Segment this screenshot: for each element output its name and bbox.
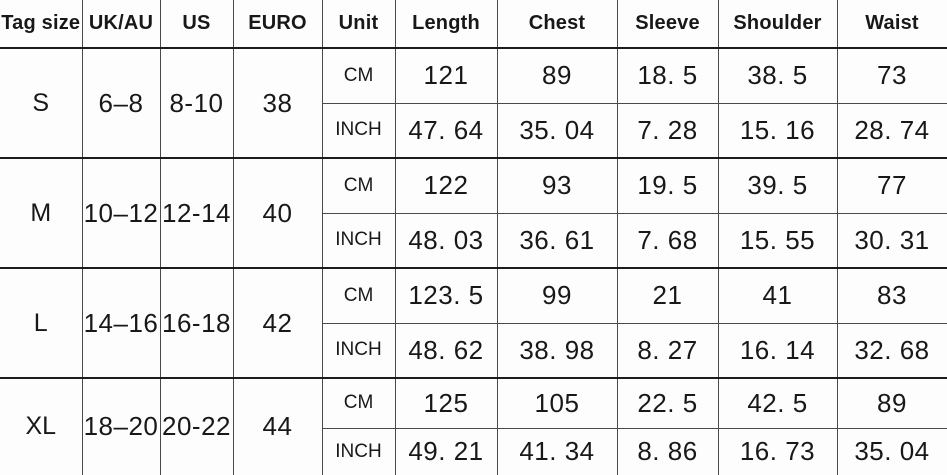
sleeve-inch-cell: 8. 86	[616, 427, 719, 475]
unit-cell-inch: INCH	[321, 102, 396, 159]
chest-cm-cell: 93	[496, 157, 618, 214]
size-cell-m: M	[0, 157, 83, 269]
length-cm-cell: 121	[394, 47, 498, 104]
waist-inch-cell: 30. 31	[836, 212, 947, 269]
waist-cm-cell: 83	[836, 267, 947, 324]
length-cm-cell: 125	[394, 377, 498, 429]
length-cm-cell: 123. 5	[394, 267, 498, 324]
euro-cell: 38	[232, 47, 323, 159]
length-cm-cell: 122	[394, 157, 498, 214]
chest-inch-cell: 41. 34	[496, 427, 618, 475]
header-waist: Waist	[836, 0, 947, 49]
chest-cm-cell: 89	[496, 47, 618, 104]
shoulder-cm-cell: 39. 5	[717, 157, 838, 214]
size-cell-xl: XL	[0, 377, 83, 475]
waist-cm-cell: 89	[836, 377, 947, 429]
chest-inch-cell: 38. 98	[496, 322, 618, 379]
length-inch-cell: 47. 64	[394, 102, 498, 159]
unit-cell-cm: CM	[321, 47, 396, 104]
shoulder-inch-cell: 16. 73	[717, 427, 838, 475]
shoulder-inch-cell: 15. 16	[717, 102, 838, 159]
sleeve-inch-cell: 8. 27	[616, 322, 719, 379]
table-row-xl-inch: INCH 49. 21 41. 34 8. 86 16. 73 35. 04	[0, 427, 947, 475]
chest-cm-cell: 99	[496, 267, 618, 324]
us-cell: 8-10	[159, 47, 234, 159]
ukau-cell: 18–20	[81, 377, 161, 475]
sleeve-cm-cell: 22. 5	[616, 377, 719, 429]
table-row-s-cm: S 6–8 8-10 38 CM 121 89 18. 5 38. 5 73	[0, 47, 947, 159]
unit-cell-cm: CM	[321, 377, 396, 429]
length-inch-cell: 48. 03	[394, 212, 498, 269]
length-inch-cell: 48. 62	[394, 322, 498, 379]
table-row-s-inch: INCH 47. 64 35. 04 7. 28 15. 16 28. 74	[0, 102, 947, 159]
unit-cell-inch: INCH	[321, 212, 396, 269]
header-shoulder: Shoulder	[717, 0, 838, 49]
unit-cell-inch: INCH	[321, 322, 396, 379]
waist-cm-cell: 73	[836, 47, 947, 104]
shoulder-cm-cell: 38. 5	[717, 47, 838, 104]
unit-cell-cm: CM	[321, 157, 396, 214]
header-uk-au: UK/AU	[81, 0, 161, 49]
sleeve-inch-cell: 7. 68	[616, 212, 719, 269]
sleeve-cm-cell: 21	[616, 267, 719, 324]
sleeve-inch-cell: 7. 28	[616, 102, 719, 159]
header-sleeve: Sleeve	[616, 0, 719, 49]
unit-cell-inch: INCH	[321, 427, 396, 475]
shoulder-inch-cell: 15. 55	[717, 212, 838, 269]
table-row-xl-cm: XL 18–20 20-22 44 CM 125 105 22. 5 42. 5…	[0, 377, 947, 475]
us-cell: 20-22	[159, 377, 234, 475]
header-chest: Chest	[496, 0, 618, 49]
ukau-cell: 14–16	[81, 267, 161, 379]
header-unit: Unit	[321, 0, 396, 49]
ukau-cell: 6–8	[81, 47, 161, 159]
header-us: US	[159, 0, 234, 49]
euro-cell: 42	[232, 267, 323, 379]
header-length: Length	[394, 0, 498, 49]
table-row-l-inch: INCH 48. 62 38. 98 8. 27 16. 14 32. 68	[0, 322, 947, 379]
length-inch-cell: 49. 21	[394, 427, 498, 475]
waist-inch-cell: 28. 74	[836, 102, 947, 159]
chest-inch-cell: 36. 61	[496, 212, 618, 269]
us-cell: 16-18	[159, 267, 234, 379]
waist-inch-cell: 32. 68	[836, 322, 947, 379]
waist-inch-cell: 35. 04	[836, 427, 947, 475]
sleeve-cm-cell: 18. 5	[616, 47, 719, 104]
shoulder-cm-cell: 42. 5	[717, 377, 838, 429]
chest-inch-cell: 35. 04	[496, 102, 618, 159]
shoulder-inch-cell: 16. 14	[717, 322, 838, 379]
euro-cell: 44	[232, 377, 323, 475]
table-row-m-inch: INCH 48. 03 36. 61 7. 68 15. 55 30. 31	[0, 212, 947, 269]
chest-cm-cell: 105	[496, 377, 618, 429]
header-tag-size: Tag size	[0, 0, 83, 49]
waist-cm-cell: 77	[836, 157, 947, 214]
shoulder-cm-cell: 41	[717, 267, 838, 324]
size-cell-l: L	[0, 267, 83, 379]
header-euro: EURO	[232, 0, 323, 49]
table-row-m-cm: M 10–12 12-14 40 CM 122 93 19. 5 39. 5 7…	[0, 157, 947, 269]
euro-cell: 40	[232, 157, 323, 269]
ukau-cell: 10–12	[81, 157, 161, 269]
unit-cell-cm: CM	[321, 267, 396, 324]
header-row: Tag size UK/AU US EURO Unit Length Chest…	[0, 0, 947, 49]
table-row-l-cm: L 14–16 16-18 42 CM 123. 5 99 21 41 83	[0, 267, 947, 379]
sleeve-cm-cell: 19. 5	[616, 157, 719, 214]
size-cell-s: S	[0, 47, 83, 159]
us-cell: 12-14	[159, 157, 234, 269]
